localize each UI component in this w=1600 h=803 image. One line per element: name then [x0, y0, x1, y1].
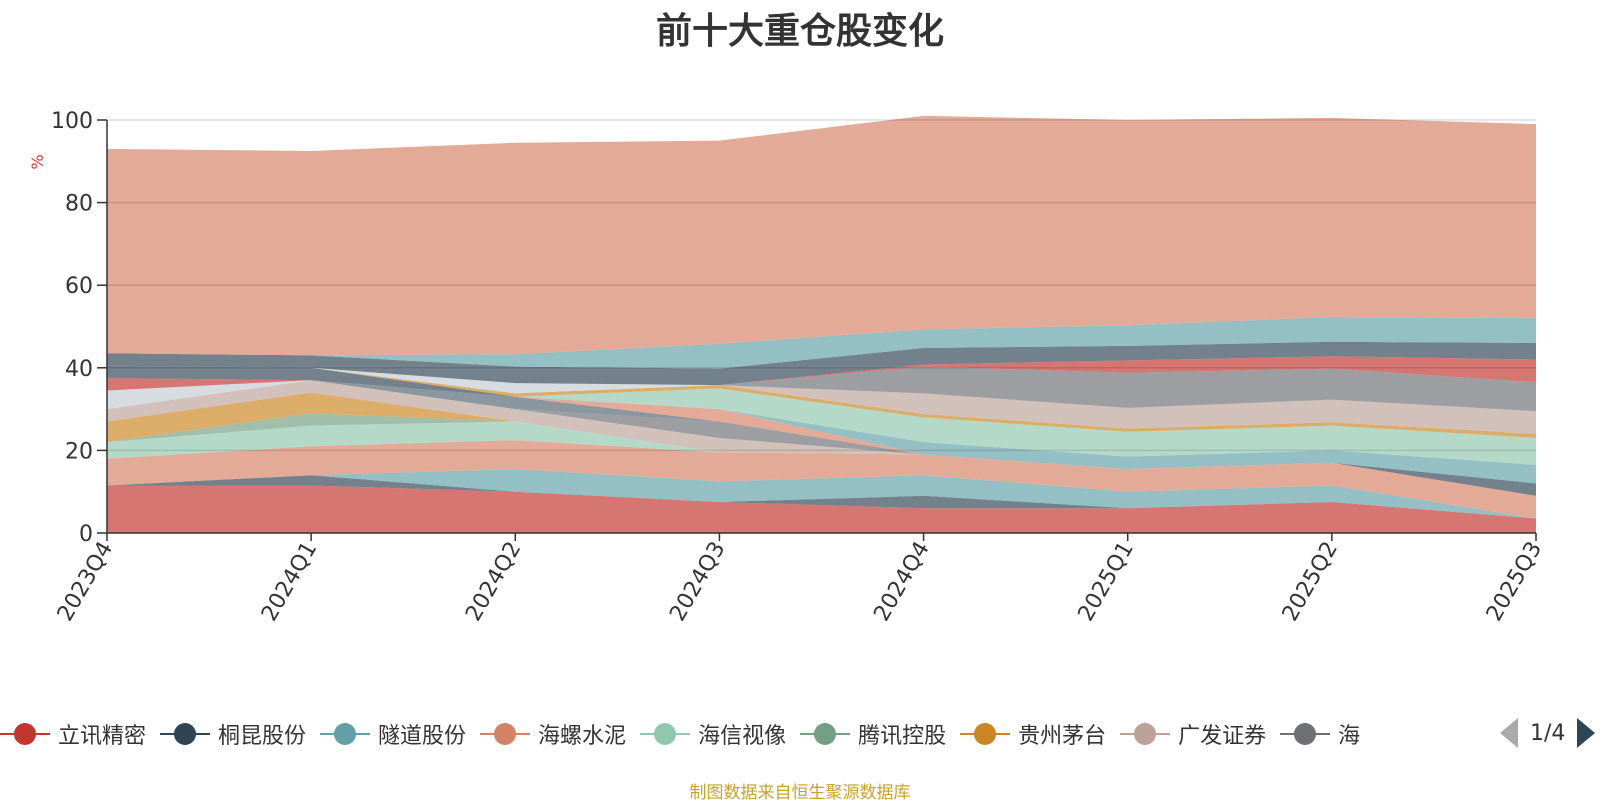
- legend-marker-icon: [160, 722, 211, 746]
- legend-marker-icon: [0, 722, 50, 746]
- legend-item[interactable]: 海螺水泥: [480, 714, 626, 754]
- legend-label: 广发证券: [1178, 724, 1267, 749]
- area-series-0: [107, 485, 1536, 533]
- y-tick-label: 60: [65, 274, 93, 299]
- legend-item[interactable]: 立讯精密: [0, 714, 146, 754]
- y-axis-unit-label: %: [28, 154, 47, 169]
- x-tick-label: 2023Q4: [53, 538, 118, 626]
- area-series-23: [107, 317, 1536, 369]
- chart-title: 前十大重仓股变化: [655, 11, 944, 52]
- legend-item[interactable]: 海信视像: [640, 714, 786, 754]
- legend-label: 海: [1338, 724, 1361, 749]
- legend-item[interactable]: 广发证券: [1120, 714, 1266, 754]
- area-series-12: [107, 365, 1536, 496]
- area-series-16: [107, 365, 1536, 465]
- area-series-21: [107, 356, 1536, 386]
- legend-marker-icon: [960, 722, 1011, 746]
- area-series-20: [107, 365, 1536, 394]
- area-series-19: [107, 365, 1536, 412]
- legend-label: 腾讯控股: [858, 724, 947, 749]
- area-series-1: [107, 475, 1536, 519]
- area-series-18: [107, 365, 1536, 434]
- y-tick-label: 100: [51, 109, 93, 134]
- x-tick-label: 2025Q2: [1278, 538, 1343, 626]
- legend-marker-icon: [640, 722, 691, 746]
- x-tick-label: 2024Q1: [257, 538, 322, 626]
- legend-label: 海信视像: [698, 724, 787, 749]
- area-series-4: [107, 421, 1536, 496]
- legend-label: 隧道股份: [378, 724, 467, 749]
- x-tick-label: 2024Q4: [869, 538, 934, 626]
- legend-next-page-button[interactable]: [1577, 718, 1596, 748]
- legend-label: 桐昆股份: [218, 724, 307, 749]
- legend-prev-page-button[interactable]: [1500, 718, 1518, 748]
- legend-label: 贵州茅台: [1018, 724, 1107, 749]
- area-series-24: [107, 115, 1536, 356]
- x-tick-label: 2024Q2: [461, 538, 526, 626]
- area-series-6: [107, 392, 1536, 496]
- area-series-17: [107, 365, 1536, 438]
- legend-marker-icon: [1280, 722, 1331, 746]
- legend-item[interactable]: 贵州茅台: [960, 714, 1106, 754]
- legend-pager: 1/4: [1500, 716, 1596, 750]
- legend-label: 立讯精密: [58, 724, 147, 749]
- legend-label: 海螺水泥: [538, 724, 627, 749]
- source-note: 制图数据来自恒生聚源数据库: [689, 783, 911, 803]
- x-tick-label: 2025Q1: [1074, 538, 1139, 626]
- area-series-7: [107, 380, 1536, 496]
- y-tick-label: 80: [65, 192, 93, 217]
- x-tick-label: 2024Q3: [665, 538, 730, 626]
- x-tick-label: 2025Q3: [1482, 538, 1547, 626]
- legend-marker-icon: [800, 722, 851, 746]
- y-tick-label: 0: [79, 522, 93, 547]
- y-tick-label: 40: [65, 357, 93, 382]
- y-tick-label: 20: [65, 439, 93, 464]
- legend-marker-icon: [1120, 722, 1171, 746]
- chart-legend: 立讯精密 桐昆股份 隧道股份 海螺水泥 海信视像 腾讯控股 贵州茅台 广发证券 海: [0, 714, 1490, 754]
- legend-item[interactable]: 腾讯控股: [800, 714, 946, 754]
- legend-page-indicator: 1/4: [1530, 720, 1566, 746]
- area-series-2: [107, 469, 1536, 519]
- legend-marker-icon: [320, 722, 371, 746]
- legend-item[interactable]: 桐昆股份: [160, 714, 306, 754]
- legend-item[interactable]: 隧道股份: [320, 714, 466, 754]
- legend-item[interactable]: 海: [1280, 714, 1360, 754]
- area-series-22: [107, 341, 1536, 386]
- area-series-3: [107, 440, 1536, 519]
- legend-marker-icon: [480, 722, 531, 746]
